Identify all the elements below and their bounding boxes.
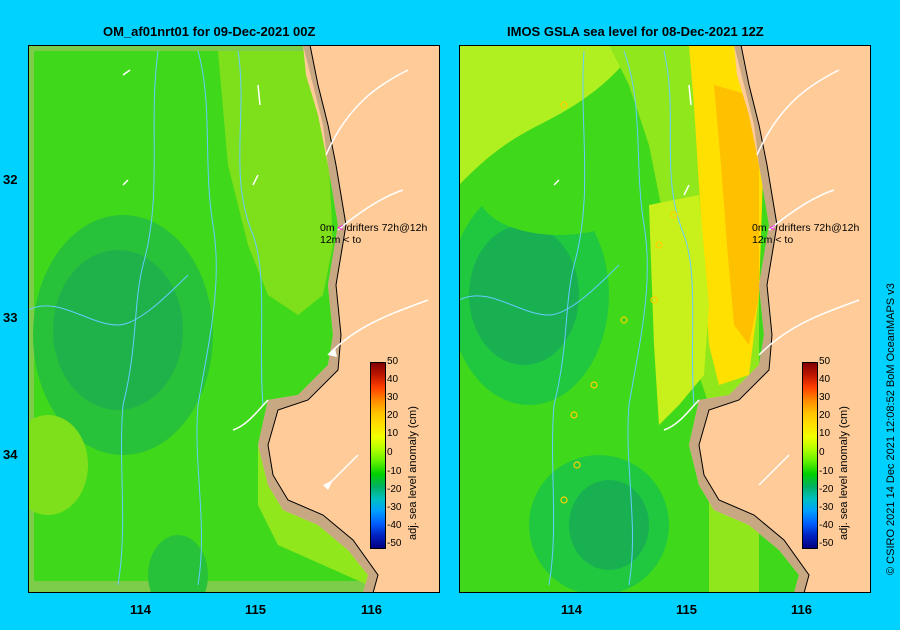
right-colorbar-label: adj. sea level anomaly (cm) (838, 406, 850, 540)
legend-text-drifters: drifters 72h@12h (778, 222, 860, 234)
legend-arrow-black: < (343, 234, 350, 246)
left-lon-label-114: 114 (130, 602, 151, 617)
right-cb-tick-m20: -20 (819, 484, 834, 495)
legend-depth-12m: 12m (752, 234, 773, 246)
left-panel-title: OM_af01nrt01 for 09-Dec-2021 00Z (103, 24, 316, 39)
left-cb-tick-30: 30 (387, 392, 399, 403)
right-map-panel (459, 45, 871, 593)
left-lon-label-116: 116 (361, 602, 382, 617)
left-cb-tick-m10: -10 (387, 466, 402, 477)
legend-arrow-black: < (775, 234, 782, 246)
left-cb-tick-40: 40 (387, 374, 399, 385)
left-map-canvas (28, 45, 440, 593)
legend-arrow-magenta: < (769, 222, 776, 234)
left-map-panel (28, 45, 440, 593)
right-drifter-legend: 0m < drifters 72h@12h 12m < to (752, 222, 859, 246)
left-cb-tick-m50: -50 (387, 538, 402, 549)
right-cb-tick-10: 10 (819, 428, 831, 439)
right-colorbar (802, 362, 818, 549)
lat-label-33: 33 (3, 310, 18, 325)
left-cb-tick-0: 0 (387, 447, 393, 458)
left-lon-label-115: 115 (245, 602, 266, 617)
legend-depth-0m: 0m (752, 222, 767, 234)
right-cb-tick-m40: -40 (819, 520, 834, 531)
right-cb-tick-30: 30 (819, 392, 831, 403)
left-cb-tick-10: 10 (387, 428, 399, 439)
right-panel-title: IMOS GSLA sea level for 08-Dec-2021 12Z (507, 24, 764, 39)
right-lon-label-114: 114 (561, 602, 582, 617)
right-lon-label-115: 115 (676, 602, 697, 617)
legend-text-drifters: drifters 72h@12h (346, 222, 428, 234)
right-cb-tick-m30: -30 (819, 502, 834, 513)
left-cb-tick-m20: -20 (387, 484, 402, 495)
left-cb-tick-20: 20 (387, 410, 399, 421)
left-colorbar (370, 362, 386, 549)
left-colorbar-label: adj. sea level anomaly (cm) (407, 406, 419, 540)
left-cb-tick-50: 50 (387, 356, 399, 367)
legend-depth-0m: 0m (320, 222, 335, 234)
legend-arrow-magenta: < (337, 222, 344, 234)
lat-label-32: 32 (3, 172, 18, 187)
lat-label-34: 34 (3, 447, 18, 462)
right-map-canvas (459, 45, 871, 593)
legend-depth-12m: 12m (320, 234, 341, 246)
left-cb-tick-m30: -30 (387, 502, 402, 513)
right-cb-tick-0: 0 (819, 447, 825, 458)
right-lon-label-116: 116 (791, 602, 812, 617)
right-cb-tick-m50: -50 (819, 538, 834, 549)
legend-text-to: to (352, 234, 362, 246)
right-cb-tick-40: 40 (819, 374, 831, 385)
right-cb-tick-50: 50 (819, 356, 831, 367)
left-drifter-legend: 0m < drifters 72h@12h 12m < to (320, 222, 427, 246)
left-cb-tick-m40: -40 (387, 520, 402, 531)
credit-text: © CSIRO 2021 14 Dec 2021 12:08:52 BoM Oc… (885, 283, 897, 575)
legend-text-to: to (784, 234, 794, 246)
right-cb-tick-20: 20 (819, 410, 831, 421)
right-cb-tick-m10: -10 (819, 466, 834, 477)
